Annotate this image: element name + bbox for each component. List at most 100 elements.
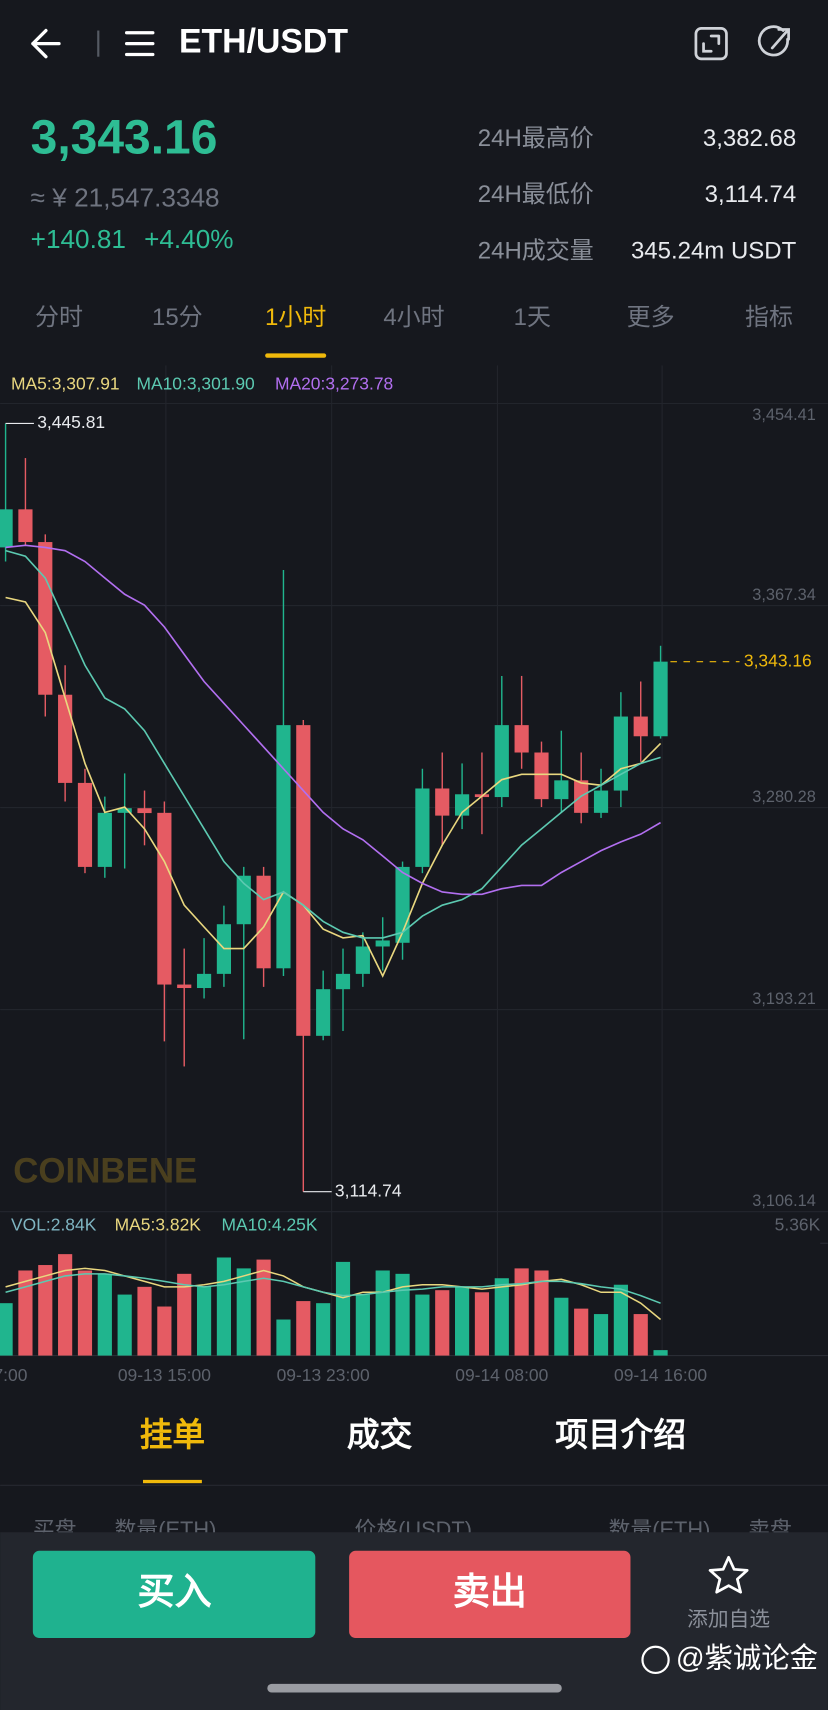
candle-body [177,984,192,989]
volume-bar [316,1303,331,1356]
volume-bar [554,1297,569,1356]
watermark-logo [641,1645,670,1675]
volume-bar [18,1270,33,1356]
pair-title: ETH/USDT [179,23,348,61]
candle-body [435,788,450,816]
interval-tab[interactable]: 1小时 [265,304,326,331]
candle-body [77,782,93,867]
y-tick-label: 3,106.14 [752,1192,816,1210]
legend-entry: MA10:3,301.90 [136,374,255,394]
candle-body [593,790,609,813]
stat-value: 345.24m USDT [631,237,797,264]
candle-body [18,509,33,543]
buy-button[interactable] [32,1550,316,1639]
home-indicator [267,1683,562,1693]
sell-button[interactable] [349,1550,631,1639]
extreme-label: 3,445.81 [37,412,105,432]
volume-title: VOL:2.84K [11,1214,97,1234]
volume-bar [276,1319,291,1356]
volume-bar [455,1286,470,1356]
candle-body [534,752,549,800]
share-button[interactable] [757,25,790,57]
candle-body [276,725,291,969]
candle-body [117,808,132,813]
legend-entry: MA10:4.25K [222,1214,318,1234]
ma-line [5,549,661,939]
volume-bar [534,1270,549,1356]
candle-body [58,694,73,783]
volume-ma-line [5,1273,661,1304]
detail-tab[interactable]: 挂单 [140,1416,205,1453]
candle-body [613,716,628,791]
volume-bar [0,1303,13,1356]
volume-bar [514,1268,529,1356]
legend-entry: MA5:3,307.91 [11,374,120,394]
candle-body [0,509,13,548]
candle-body [97,812,112,867]
x-tick-label: 09-13 15:00 [118,1365,211,1385]
volume-bar [494,1278,509,1356]
stat-value: 3,114.74 [705,181,797,208]
volume-bar [415,1294,430,1356]
legend-entry: MA20:3,273.78 [275,374,393,394]
interval-tab[interactable]: 更多 [627,304,675,331]
interval-tabs: 分时 15分 1小时 4小时 1天 更多 指标 [35,304,793,358]
interval-tab[interactable]: 1天 [514,304,551,331]
detail-tab[interactable]: 项目介绍 [555,1416,686,1453]
volume-bar [375,1270,390,1356]
y-tick-label: 5.36K [775,1214,821,1234]
x-tick-label: 09-13 23:00 [277,1365,370,1385]
volume-bar [236,1268,251,1356]
back-button[interactable] [31,28,61,59]
candle-body [554,780,569,800]
candle-body [355,946,370,974]
last-price-label: 3,343.16 [744,650,812,670]
interval-tab[interactable]: 4小时 [383,304,444,331]
menu-button[interactable] [125,31,155,57]
watchlist-label[interactable]: 添加自选 [687,1608,770,1631]
interval-tab[interactable]: 15分 [152,304,203,331]
y-tick-label: 3,193.21 [752,990,816,1008]
stats: 24H最高价 3,382.68 24H最低价 3,114.74 24H成交量 345.24… [478,125,797,264]
candle-body [335,973,351,990]
volume-bar [157,1306,172,1356]
candle-body [157,812,172,985]
volume-bar [38,1265,53,1356]
candle-body [38,542,53,695]
volume-bar [177,1273,192,1356]
volume-bar [474,1292,490,1356]
detail-tabs: 挂单 成交 项目介绍 [140,1416,686,1484]
volume-bar [653,1350,668,1356]
fullscreen-button[interactable] [694,26,728,61]
watchlist-icon[interactable] [708,1555,749,1594]
candle-body [633,716,648,737]
interval-tab[interactable]: 指标 [745,304,793,331]
sell-label[interactable]: 卖出 [453,1570,527,1612]
volume-bar [58,1254,73,1356]
volume-bar [256,1259,271,1356]
candle-body [316,989,331,1036]
extreme-label: 3,114.74 [335,1180,402,1200]
interval-tab[interactable]: 分时 [35,304,83,331]
price-change: +140.81 [31,224,126,254]
ma-line [5,596,662,978]
last-price: 3,343.16 [31,111,218,164]
volume-bar [216,1257,232,1356]
x-tick-label: 09-14 08:00 [455,1365,548,1385]
author-watermark: @紫诚论金 [676,1642,818,1674]
stat-label: 24H最低价 [478,181,594,208]
volume-bar [593,1314,609,1356]
detail-tab[interactable]: 成交 [347,1416,413,1453]
buy-label[interactable]: 买入 [138,1570,212,1612]
volume-bar [196,1286,212,1356]
volume-bar [633,1314,648,1356]
candle-body [494,725,509,798]
price-change-percent: +4.40% [144,224,233,254]
x-tick-label: 07:00 [0,1365,28,1385]
volume-bar [97,1273,112,1356]
candle-body [236,875,251,925]
